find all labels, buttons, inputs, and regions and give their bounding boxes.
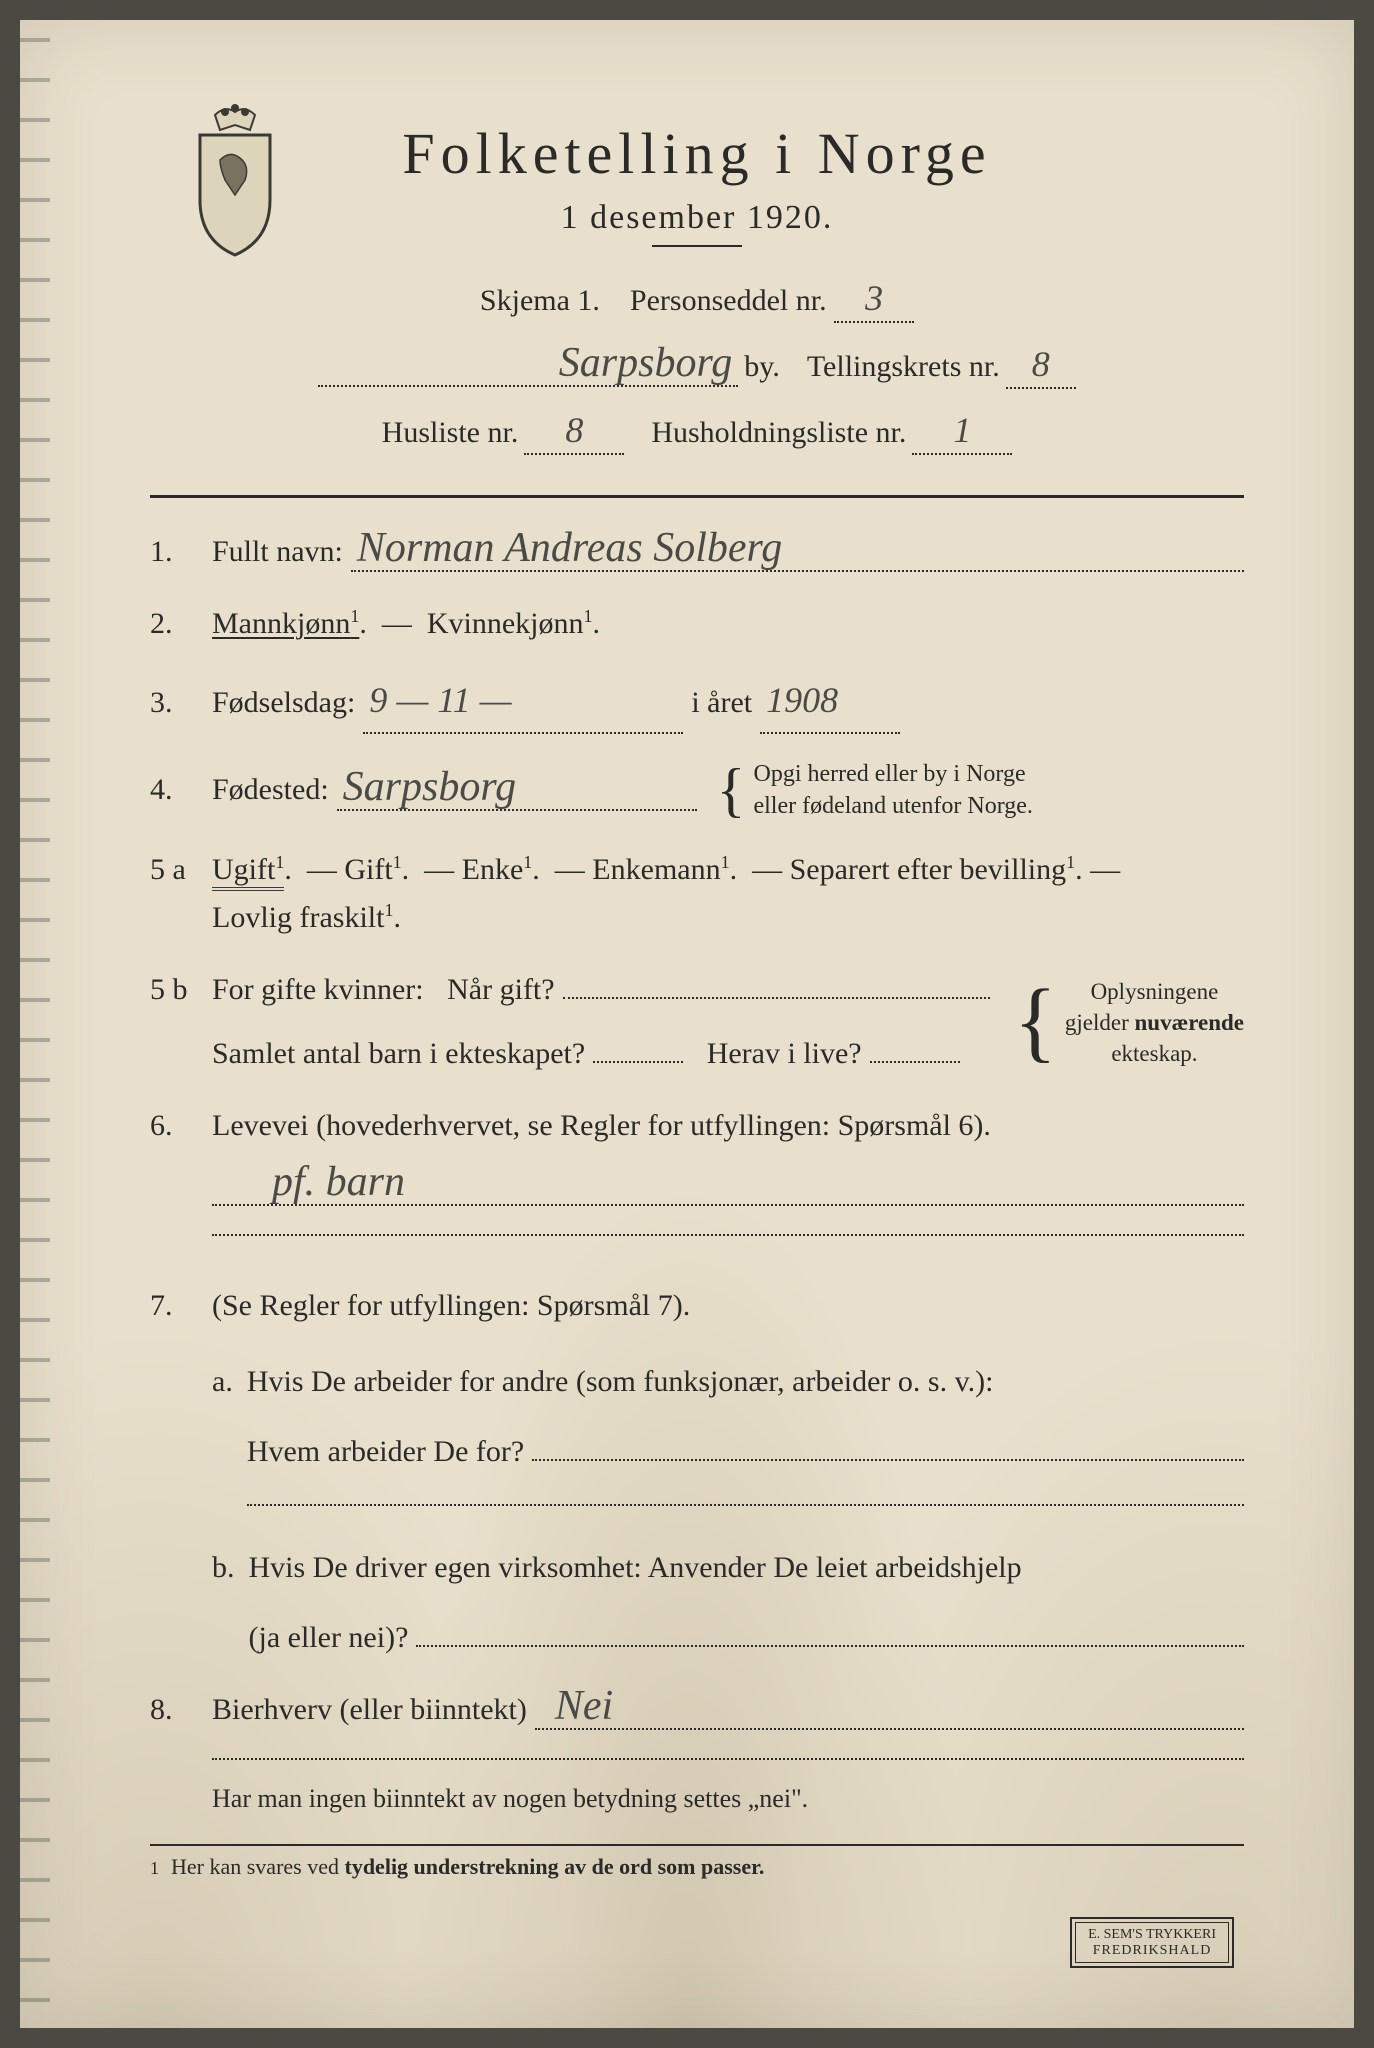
q5b-alive-value — [870, 1030, 960, 1063]
q6-line2 — [212, 1234, 1244, 1236]
q5b-when-label: Når gift? — [447, 966, 554, 1014]
q5a-enke: Enke1 — [462, 853, 533, 886]
city-value: Sarpsborg — [318, 345, 738, 387]
q6-row: 6. Levevei (hovederhvervet, se Regler fo… — [150, 1102, 1244, 1246]
husholdning-nr: 1 — [912, 409, 1012, 455]
q7a-text2: Hvem arbeider De for? — [247, 1428, 524, 1476]
q5b-children-value — [593, 1030, 683, 1063]
q7-row: 7. (Se Regler for utfyllingen: Spørsmål … — [150, 1282, 1244, 1662]
skjema-line: Skjema 1. Personseddel nr. 3 — [150, 277, 1244, 323]
q3-daymonth: 9 — 11 — — [363, 672, 683, 734]
q5b-note-l3: ekteskap. — [1111, 1041, 1197, 1066]
hint-text: Har man ingen biinntekt av nogen betydni… — [212, 1784, 1244, 1814]
q6-num: 6. — [150, 1102, 194, 1150]
husliste-line: Husliste nr. 8 Husholdningsliste nr. 1 — [150, 409, 1244, 455]
q3-year: 1908 — [760, 672, 900, 734]
q5b-note-l2: gjelder nuværende — [1065, 1010, 1244, 1035]
q4-row: 4. Fødested: Sarpsborg { Opgi herred ell… — [150, 758, 1244, 823]
husholdning-label: Husholdningsliste nr. — [651, 416, 906, 450]
husliste-label: Husliste nr. — [382, 416, 519, 450]
brace-icon: { — [717, 772, 746, 808]
q4-value: Sarpsborg — [337, 769, 697, 811]
city-suffix: by. — [744, 350, 780, 384]
q5a-row: 5 a Ugift1. — Gift1. — Enke1. — Enkemann… — [150, 846, 1244, 942]
q7a-value — [532, 1428, 1244, 1461]
coat-of-arms-icon — [180, 100, 290, 260]
q8-row: 8. Bierhverv (eller biinntekt) Nei — [150, 1686, 1244, 1734]
q8-value: Nei — [535, 1688, 1244, 1730]
q5a-ugift: Ugift1 — [212, 853, 284, 891]
q5a-num: 5 a — [150, 846, 194, 894]
divider — [150, 495, 1244, 498]
q4-note: { Opgi herred eller by i Norge eller fød… — [717, 758, 1033, 823]
perforation-edge — [20, 20, 50, 2028]
q4-num: 4. — [150, 766, 194, 814]
q3-row: 3. Fødselsdag: 9 — 11 — i året 1908 — [150, 672, 1244, 734]
footnote: 1 Her kan svares ved tydelig understrekn… — [150, 1844, 1244, 1880]
q3-year-label: i året — [691, 679, 752, 727]
q2-kvinne: Kvinnekjønn1 — [427, 607, 593, 640]
q7-num: 7. — [150, 1282, 194, 1330]
stamp-l2: FREDRIKSHALD — [1093, 1943, 1212, 1958]
q7b-text1: Hvis De driver egen virksomhet: Anvender… — [249, 1551, 1022, 1584]
q7b-text2: (ja eller nei)? — [249, 1614, 409, 1662]
q8-label: Bierhverv (eller biinntekt) — [212, 1686, 527, 1734]
husliste-nr: 8 — [524, 409, 624, 455]
q2-row: 2. Mannkjønn1. — Kvinnekjønn1. — [150, 600, 1244, 648]
q7a-label: a. — [212, 1358, 233, 1516]
q5b-label: For gifte kvinner: — [212, 966, 424, 1014]
q7-label: (Se Regler for utfyllingen: Spørsmål 7). — [212, 1289, 690, 1322]
tellingskrets-nr: 8 — [1006, 343, 1076, 389]
q8-line2 — [212, 1758, 1244, 1760]
q5a-separert: Separert efter bevilling1 — [790, 853, 1076, 886]
q4-note-l2: eller fødeland utenfor Norge. — [753, 793, 1032, 819]
q2-num: 2. — [150, 600, 194, 648]
personseddel-nr: 3 — [834, 277, 914, 323]
q5b-num: 5 b — [150, 966, 194, 1014]
stamp-l1: E. SEM'S TRYKKERI — [1088, 1927, 1216, 1942]
city-line: Sarpsborg by. Tellingskrets nr. 8 — [150, 343, 1244, 389]
q8-num: 8. — [150, 1686, 194, 1734]
q5b-alive-label: Herav i live? — [707, 1030, 862, 1078]
q7a-text1: Hvis De arbeider for andre (som funksjon… — [247, 1365, 994, 1398]
q6-value: pf. barn — [212, 1164, 1244, 1206]
footnote-num: 1 — [150, 1858, 159, 1879]
title-date: 1 desember 1920. — [150, 199, 1244, 237]
footnote-text: Her kan svares ved tydelig understreknin… — [171, 1854, 764, 1880]
tellingskrets-label: Tellingskrets nr. — [807, 350, 1000, 384]
q7b-label: b. — [212, 1544, 235, 1662]
q1-row: 1. Fullt navn: Norman Andreas Solberg — [150, 528, 1244, 576]
census-form-page: Folketelling i Norge 1 desember 1920. Sk… — [20, 20, 1354, 2028]
q5b-note: { Oplysningene gjelder nuværende ekteska… — [1014, 976, 1244, 1069]
q4-label: Fødested: — [212, 766, 329, 814]
q5a-enkemann: Enkemann1 — [592, 853, 729, 886]
q4-note-l1: Opgi herred eller by i Norge — [753, 761, 1025, 787]
form-header: Folketelling i Norge 1 desember 1920. Sk… — [150, 120, 1244, 455]
q5b-children-label: Samlet antal barn i ekteskapet? — [212, 1030, 585, 1078]
title-main: Folketelling i Norge — [150, 120, 1244, 187]
q3-label: Fødselsdag: — [212, 679, 355, 727]
q1-num: 1. — [150, 528, 194, 576]
personseddel-label: Personseddel nr. — [630, 284, 827, 317]
brace-icon: { — [1014, 995, 1057, 1049]
q6-label: Levevei (hovederhvervet, se Regler for u… — [212, 1109, 991, 1142]
q1-label: Fullt navn: — [212, 528, 343, 576]
q1-value: Norman Andreas Solberg — [351, 530, 1244, 572]
q2-mann: Mannkjønn1 — [212, 607, 359, 640]
title-underline — [652, 245, 742, 247]
q5b-note-l1: Oplysningene — [1091, 979, 1219, 1004]
q7b-value — [416, 1614, 1244, 1647]
q5a-fraskilt: Lovlig fraskilt1 — [212, 901, 393, 934]
q5b-row: 5 b For gifte kvinner: Når gift? Samlet … — [150, 966, 1244, 1078]
skjema-label: Skjema 1. — [480, 284, 600, 317]
printer-stamp: E. SEM'S TRYKKERI FREDRIKSHALD — [1070, 1917, 1234, 1968]
q7a-line2 — [247, 1504, 1244, 1506]
q5a-gift: Gift1 — [344, 853, 401, 886]
q3-num: 3. — [150, 679, 194, 727]
q5b-when-value — [563, 966, 990, 999]
